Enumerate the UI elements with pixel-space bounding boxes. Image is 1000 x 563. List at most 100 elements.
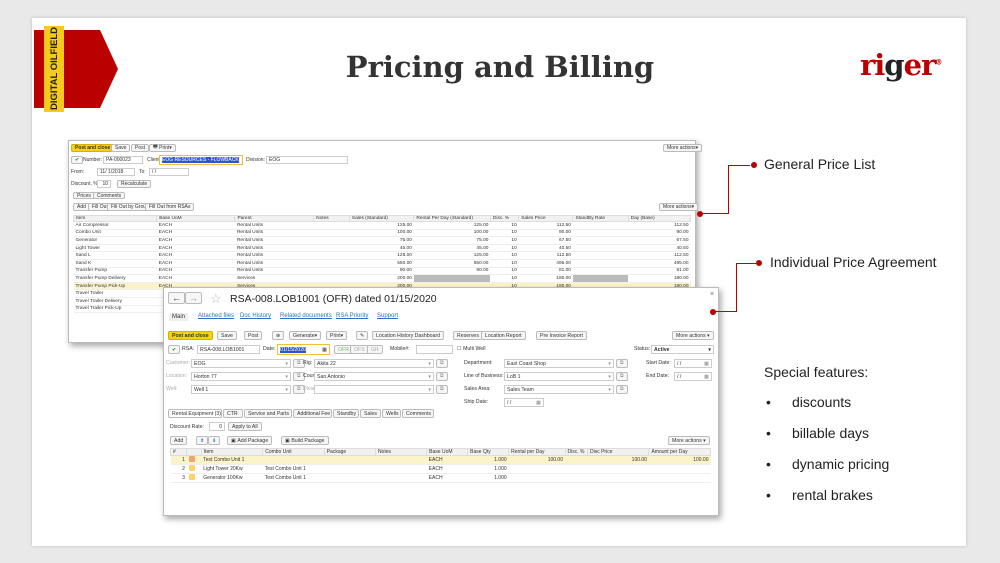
recalculate-button[interactable]: Recalculate — [117, 180, 152, 188]
print-button[interactable]: Print ▾ — [326, 331, 348, 340]
nav-tab[interactable]: Related documents — [280, 313, 332, 319]
open-link-icon[interactable]: ⧉ — [616, 372, 628, 381]
close-icon[interactable]: × — [710, 291, 715, 298]
from-date-field[interactable]: 11/ 1/2018 — [97, 168, 135, 176]
rig-field[interactable]: Akita 22 ▾ — [314, 359, 434, 368]
end-field[interactable]: / / ▦ — [674, 372, 712, 381]
status-select[interactable]: Active ▾ — [651, 345, 714, 354]
grid-more-actions-button[interactable]: More actions ▾ — [659, 203, 699, 211]
sales_area-field[interactable]: Sales Team ▾ — [504, 385, 614, 394]
fill-out-from-rsas-button[interactable]: Fill Out from RSAs — [145, 203, 195, 211]
stage-gr[interactable]: GR — [367, 345, 383, 354]
nav-tab[interactable]: Attached files — [198, 313, 235, 319]
build-package-button[interactable]: ▣ Build Package — [281, 436, 329, 445]
add-package-button[interactable]: ▣ Add Package — [227, 436, 273, 445]
reserves-button[interactable]: Reserves — [453, 331, 483, 340]
save-button[interactable]: Save — [217, 331, 237, 340]
column-header[interactable]: Base UoM — [426, 448, 469, 456]
tab-prices[interactable]: Prices — [73, 192, 95, 199]
location-field[interactable]: Horton 77 ▾ — [191, 372, 291, 381]
division-field[interactable]: ▾ — [314, 385, 434, 394]
rsa-number-field[interactable]: RSA-008.LOB1001 — [197, 345, 260, 354]
save-button[interactable]: Save — [111, 144, 131, 152]
grid-more-actions-button[interactable]: More actions ▾ — [668, 436, 710, 445]
tab[interactable]: Wells — [382, 409, 401, 418]
table-row[interactable]: Combo Unit EACH Rental Units 100.00 100.00 10… — [73, 229, 691, 238]
tab[interactable]: Comments — [402, 409, 434, 418]
column-header[interactable]: # — [169, 448, 188, 456]
forward-arrow-icon[interactable]: → — [185, 292, 202, 304]
check-icon[interactable]: ✔ — [71, 156, 84, 164]
print-button[interactable]: 🖶 Print ▾ — [149, 144, 176, 152]
stage-ofs[interactable]: OFS — [350, 345, 369, 354]
generate-button[interactable]: Generate ▾ — [289, 331, 322, 340]
column-header[interactable] — [186, 448, 202, 456]
tab[interactable]: CTR — [223, 409, 243, 418]
open-link-icon[interactable]: ⧉ — [436, 385, 448, 394]
date-field[interactable]: 01/15/2020 ▦ — [277, 344, 330, 355]
mobile-field[interactable] — [416, 345, 453, 354]
lob-field[interactable]: LoB 1 ▾ — [504, 372, 614, 381]
column-header[interactable]: Disc. % — [489, 215, 520, 222]
start-field[interactable]: / / ▦ — [674, 359, 712, 368]
column-header[interactable]: Combo Unit — [262, 448, 325, 456]
tab-comments[interactable]: Comments — [93, 192, 126, 199]
table-row[interactable]: Transfer Pump Pick-UpEACHServices200.001… — [73, 282, 691, 291]
open-link-icon[interactable]: ⧉ — [293, 359, 305, 368]
table-row[interactable]: Transfer Pump Delivery EACH Services 200.00… — [73, 274, 691, 283]
ship-field[interactable]: / / ▦ — [504, 398, 544, 407]
table-row[interactable]: 3 Generator 100Kw Test Combo Unit 1 EACH 1.0… — [170, 473, 711, 483]
division-field[interactable]: EOG — [266, 156, 348, 164]
pre-invoice-report-button[interactable]: Pre Invoice Report — [536, 331, 587, 340]
discount-rate-field[interactable]: 0 — [209, 422, 225, 431]
table-row[interactable]: Light Tower EACH Rental Units 45.00 45.00 10 4… — [73, 244, 691, 253]
column-header[interactable]: Parent — [234, 215, 315, 222]
move-down-icon[interactable]: ⬇ — [208, 436, 221, 445]
post-button[interactable]: Post — [131, 144, 150, 152]
location-report-button[interactable]: Location Report — [481, 331, 526, 340]
customer-field[interactable]: EOG ▾ — [191, 359, 291, 368]
add-button[interactable]: Add — [170, 436, 188, 445]
column-header[interactable]: Rental per Day — [508, 448, 566, 456]
county-field[interactable]: San Antonio ▾ — [314, 372, 434, 381]
table-row[interactable]: Transfer Pump EACH Rental Units 90.00 90.00 1… — [73, 267, 691, 276]
column-header[interactable]: Amount per Day — [648, 448, 711, 456]
post-and-close-button[interactable]: Post and close — [168, 331, 213, 340]
post-and-close-button[interactable]: Post and close — [71, 144, 115, 152]
back-arrow-icon[interactable]: ← — [168, 292, 185, 304]
tab[interactable]: Standby — [333, 409, 359, 418]
column-header[interactable]: Item — [72, 215, 158, 222]
table-row[interactable]: Generator EACH Rental Units 75.00 75.00 10 67.… — [73, 236, 691, 245]
check-icon[interactable]: ✔ — [168, 345, 181, 354]
number-field[interactable]: PA-000023 — [103, 156, 143, 164]
post-button[interactable]: Post — [244, 331, 263, 340]
multi-well-checkbox[interactable]: ☐ Multi Well — [457, 346, 486, 352]
table-row[interactable]: Sand L EACH Rental Units 125.00 125.00 10 112.… — [73, 251, 691, 260]
table-row[interactable]: 1 Test Combo Unit 1 EACH 1.000 100.00 100.00 1… — [170, 455, 711, 465]
open-link-icon[interactable]: ⧉ — [293, 372, 305, 381]
open-link-icon[interactable]: ⧉ — [293, 385, 305, 394]
location-history-dashboard-button[interactable]: Location History Dashboard — [372, 331, 445, 340]
table-row[interactable]: 2 Light Tower 20Kw Test Combo Unit 1 EACH 1.… — [170, 464, 711, 474]
attach-icon[interactable]: ⊕ — [272, 331, 285, 340]
tab[interactable]: Rental Equipment (3) — [168, 409, 222, 418]
column-header[interactable]: Base Qty — [467, 448, 510, 456]
column-header[interactable]: Package — [323, 448, 376, 456]
well-field[interactable]: Well 1 ▾ — [191, 385, 291, 394]
edit-icon[interactable]: ✎ — [356, 331, 369, 340]
client-field[interactable]: EOG RESOURCES - FLOWBACK — [159, 155, 243, 165]
more-actions-button[interactable]: More actions ▾ — [663, 144, 703, 152]
open-link-icon[interactable]: ⧉ — [616, 359, 628, 368]
column-header[interactable]: Notes — [374, 448, 428, 456]
nav-tab[interactable]: RSA Priority — [336, 313, 369, 319]
to-date-field[interactable]: / / — [149, 168, 189, 176]
nav-tab[interactable]: Main — [169, 313, 189, 321]
tab[interactable]: Sales — [360, 409, 381, 418]
nav-tab[interactable]: Support — [377, 313, 399, 319]
open-link-icon[interactable]: ⧉ — [616, 385, 628, 394]
column-header[interactable]: Notes — [313, 215, 350, 222]
open-link-icon[interactable]: ⧉ — [436, 359, 448, 368]
nav-tab[interactable]: Doc History — [240, 313, 272, 319]
column-header[interactable]: Base UoM — [156, 215, 236, 222]
column-header[interactable]: Disc Price — [586, 448, 650, 456]
